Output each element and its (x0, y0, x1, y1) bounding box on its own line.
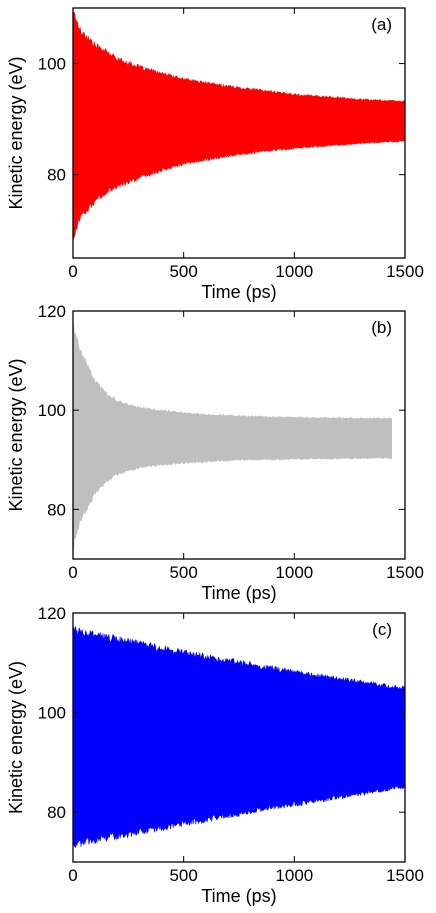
panel-3: 0 500 1000 1500 80 100 120 Time (ps) Kinetic ene… (6, 604, 424, 906)
x-axis-title: Time (ps) (201, 886, 276, 906)
x-tick-label: 500 (169, 563, 197, 582)
y-tick-label: 80 (47, 166, 66, 185)
x-tick-label: 1000 (275, 262, 313, 281)
x-axis-title: Time (ps) (201, 583, 276, 603)
panel-label: (a) (371, 15, 392, 34)
series-kinetic-energy-2 (73, 324, 392, 549)
y-tick-label: 100 (38, 55, 66, 74)
x-tick-label: 1000 (275, 563, 313, 582)
y-axis-title: Kinetic energy (eV) (6, 661, 26, 814)
y-tick-label: 100 (38, 704, 66, 723)
series-kinetic-energy-3 (73, 625, 405, 849)
panel-label: (b) (371, 318, 392, 337)
axes-frame (72, 7, 406, 259)
y-tick-label: 100 (38, 401, 66, 420)
y-tick-label: 80 (47, 500, 66, 519)
panel-1: 0 500 1000 1500 80 100 Time (ps) Kinetic energy… (6, 7, 424, 302)
x-tick-label: 1500 (386, 262, 424, 281)
panel-2: 0 500 1000 1500 80 100 120 Time (ps) Kinetic ene… (6, 302, 424, 603)
x-tick-label: 500 (169, 262, 197, 281)
y-tick-label: 120 (38, 604, 66, 623)
x-axis-title: Time (ps) (201, 282, 276, 302)
axes-frame (72, 612, 406, 863)
x-tick-label: 500 (169, 866, 197, 885)
x-tick-label: 1500 (386, 866, 424, 885)
y-axis-title: Kinetic energy (eV) (6, 358, 26, 511)
series-kinetic-energy-1 (73, 11, 405, 240)
y-tick-label: 80 (47, 803, 66, 822)
panel-label: (c) (372, 620, 392, 639)
x-tick-label: 1500 (386, 563, 424, 582)
x-tick-label: 0 (68, 866, 77, 885)
x-tick-label: 0 (68, 563, 77, 582)
y-tick-label: 120 (38, 302, 66, 321)
axes-frame (72, 310, 406, 560)
x-tick-label: 1000 (275, 866, 313, 885)
x-tick-label: 0 (68, 262, 77, 281)
y-axis-title: Kinetic energy (eV) (6, 56, 26, 209)
